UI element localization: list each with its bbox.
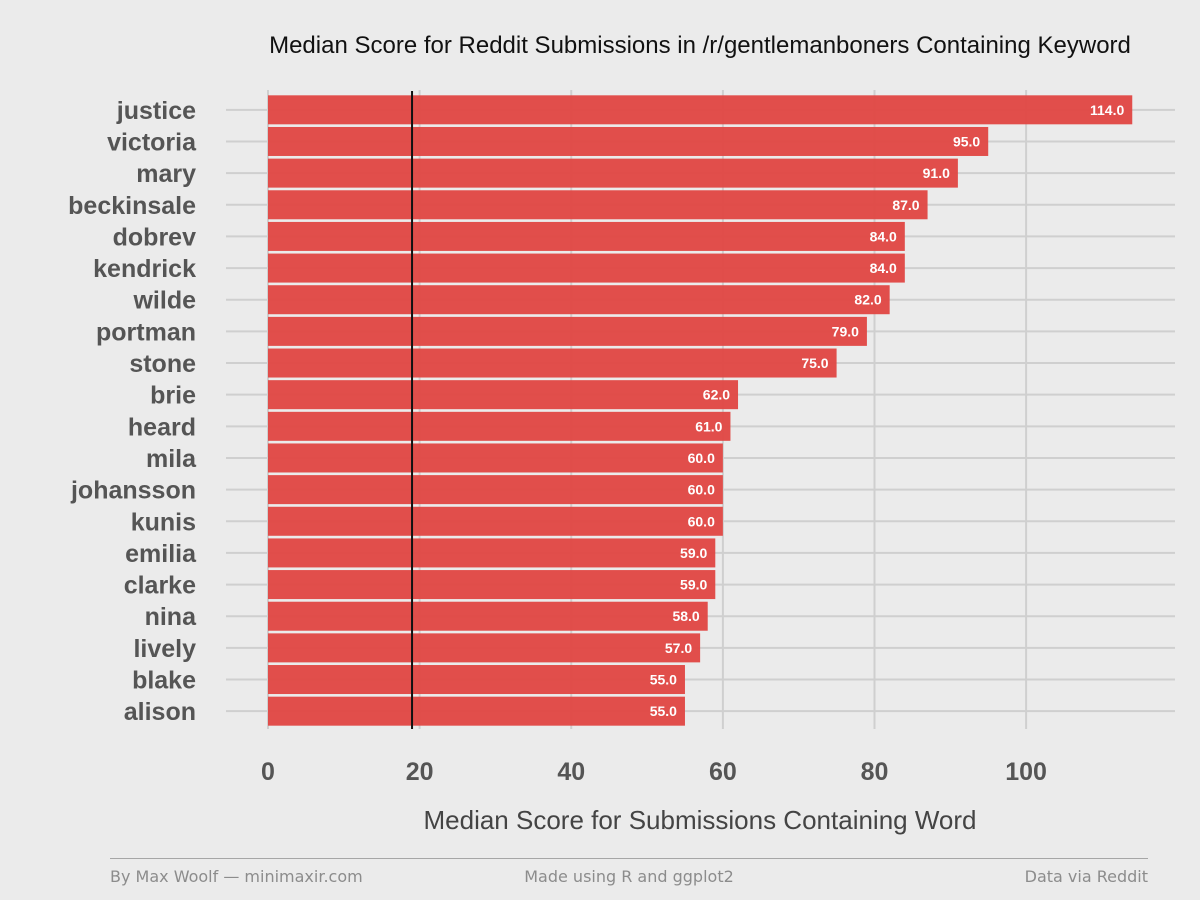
category-label-johansson: johansson — [70, 477, 196, 505]
bar-brie — [268, 380, 739, 410]
bar-kendrick — [268, 253, 905, 283]
category-label-alison: alison — [124, 698, 196, 726]
category-label-victoria: victoria — [107, 128, 197, 156]
bars: 114.0 95.091.087.0 84.0 84.0 82.0 79.075.0 62.… — [268, 91, 1133, 729]
data-label-nina: 58.0 — [672, 608, 699, 624]
x-tick-label: 60 — [709, 758, 737, 786]
category-label-lively: lively — [133, 635, 196, 663]
footer-tools: Made using R and ggplot2 — [524, 867, 734, 886]
category-label-heard: heard — [128, 413, 196, 441]
category-label-blake: blake — [132, 667, 196, 695]
bar-nina — [268, 601, 708, 631]
data-label-lively: 57.0 — [665, 640, 692, 656]
category-label-clarke: clarke — [124, 572, 196, 600]
bar-emilia — [268, 538, 716, 568]
category-label-mila: mila — [146, 445, 197, 473]
data-label-heard: 61.0 — [695, 418, 722, 434]
data-label-kunis: 60.0 — [688, 513, 715, 529]
footer-author: By Max Woolf — minimaxir.com — [110, 867, 363, 886]
bar-victoria — [268, 126, 989, 156]
category-label-emilia: emilia — [125, 540, 197, 568]
bar-alison — [268, 696, 685, 726]
data-label-kendrick: 84.0 — [870, 260, 897, 276]
category-label-brie: brie — [150, 382, 196, 410]
data-label-portman: 79.0 — [832, 323, 859, 339]
category-label-mary: mary — [136, 160, 196, 188]
bar-stone — [268, 348, 837, 378]
bar-dobrev — [268, 221, 905, 251]
data-label-johansson: 60.0 — [688, 482, 715, 498]
data-label-justice: 114.0 — [1090, 102, 1124, 118]
bar-johansson — [268, 475, 723, 505]
chart-title: Median Score for Reddit Submissions in /… — [269, 32, 1131, 59]
x-axis-ticks: 0 20 40 60 80 100 — [261, 758, 1047, 786]
x-tick-label: 20 — [406, 758, 434, 786]
category-label-kendrick: kendrick — [93, 255, 196, 283]
bar-wilde — [268, 285, 890, 315]
category-label-justice: justice — [116, 97, 196, 125]
bar-mila — [268, 443, 723, 473]
bar-justice — [268, 95, 1133, 125]
data-label-mary: 91.0 — [923, 165, 950, 181]
x-tick-label: 100 — [1005, 758, 1047, 786]
footer-source: Data via Reddit — [1024, 867, 1148, 886]
data-label-clarke: 59.0 — [680, 577, 707, 593]
data-label-victoria: 95.0 — [953, 133, 980, 149]
x-tick-label: 40 — [557, 758, 585, 786]
bar-kunis — [268, 506, 723, 536]
x-axis-label: Median Score for Submissions Containing … — [423, 805, 976, 835]
data-label-mila: 60.0 — [688, 450, 715, 466]
footer: By Max Woolf — minimaxir.com Made using … — [110, 858, 1148, 886]
data-label-alison: 55.0 — [650, 703, 677, 719]
x-tick-label: 80 — [861, 758, 889, 786]
data-label-emilia: 59.0 — [680, 545, 707, 561]
data-label-wilde: 82.0 — [854, 292, 881, 308]
category-label-stone: stone — [129, 350, 196, 378]
category-label-wilde: wilde — [132, 287, 196, 315]
category-label-beckinsale: beckinsale — [68, 192, 196, 220]
category-label-nina: nina — [145, 603, 197, 631]
data-label-dobrev: 84.0 — [870, 228, 897, 244]
x-tick-label: 0 — [261, 758, 275, 786]
bar-blake — [268, 665, 685, 695]
bar-heard — [268, 411, 731, 441]
category-label-dobrev: dobrev — [113, 223, 196, 251]
data-label-stone: 75.0 — [801, 355, 828, 371]
category-label-kunis: kunis — [131, 508, 196, 536]
bar-mary — [268, 158, 958, 188]
category-label-portman: portman — [96, 318, 196, 346]
category-labels: justice victoria mary beckinsale dobrev kendr… — [68, 97, 197, 726]
bar-beckinsale — [268, 190, 928, 220]
bar-portman — [268, 316, 867, 346]
bar-lively — [268, 633, 701, 663]
bar-clarke — [268, 570, 716, 600]
data-label-brie: 62.0 — [703, 387, 730, 403]
data-label-blake: 55.0 — [650, 672, 677, 688]
data-label-beckinsale: 87.0 — [892, 197, 919, 213]
